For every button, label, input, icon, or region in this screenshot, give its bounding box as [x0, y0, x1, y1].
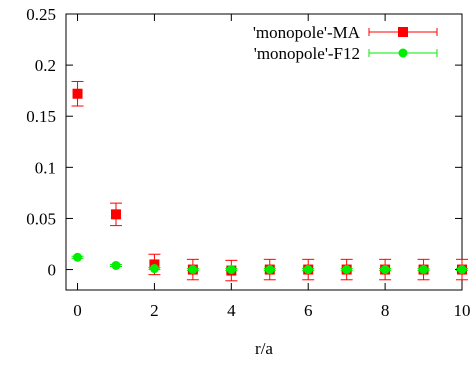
x-axis-label: r/a [255, 339, 273, 358]
series-2 [71, 252, 468, 275]
ticks [66, 13, 463, 290]
legend-swatch-marker [398, 27, 408, 37]
y-tick-label: 0.1 [35, 158, 56, 177]
tick-labels: 0 2 4 6 8 10 0 0.05 0.1 0.15 0.2 0.25 [26, 5, 470, 320]
data-point [303, 265, 313, 275]
data-point [72, 88, 83, 99]
legend: 'monopole'-MA 'monopole'-F12 [253, 23, 438, 63]
data-point [188, 265, 198, 275]
data-point [457, 265, 467, 275]
data-point [380, 265, 390, 275]
y-tick-label: 0.05 [26, 209, 56, 228]
data-point [419, 265, 429, 275]
plot-frame [65, 13, 463, 291]
x-tick-label: 6 [304, 301, 313, 320]
y-tick-label: 0 [48, 261, 57, 280]
x-tick-label: 8 [381, 301, 390, 320]
legend-label-series-2: 'monopole'-F12 [254, 44, 360, 63]
legend-label-series-1: 'monopole'-MA [253, 23, 361, 42]
data-point [111, 260, 121, 270]
data-point [149, 264, 159, 274]
x-tick-label: 0 [73, 301, 82, 320]
x-tick-label: 4 [227, 301, 236, 320]
y-tick-label: 0.25 [26, 5, 56, 24]
legend-swatch-marker [398, 48, 408, 58]
y-tick-label: 0.2 [35, 56, 56, 75]
data-point [342, 265, 352, 275]
data-marks [71, 80, 468, 282]
data-point [226, 265, 236, 275]
data-point [265, 265, 275, 275]
y-tick-label: 0.15 [26, 107, 56, 126]
x-tick-label: 2 [150, 301, 159, 320]
data-point [110, 209, 121, 220]
series-1 [71, 80, 468, 282]
x-tick-label: 10 [454, 301, 471, 320]
data-point [73, 252, 83, 262]
